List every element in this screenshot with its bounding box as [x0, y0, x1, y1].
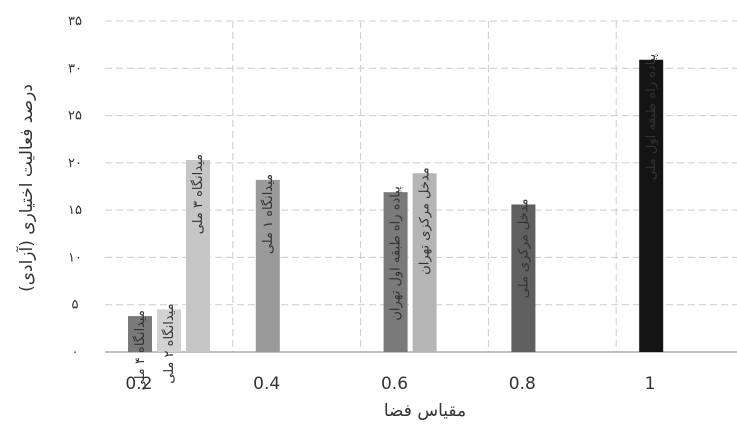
y-tick-label: ۰ — [72, 345, 79, 360]
y-tick-label: ۳۵ — [68, 14, 82, 29]
bar — [639, 59, 664, 352]
bar-label: میدانگاه ۲ ملی — [161, 303, 177, 383]
y-tick-label: ۳۰ — [68, 61, 82, 76]
bar — [255, 179, 280, 352]
y-tick-label: ۱۰ — [68, 250, 82, 265]
x-axis-title: مقیاس فضا — [384, 401, 466, 421]
x-tick-label: 0.4 — [253, 374, 280, 394]
bar-label: پیاده راه طبقه اول ملی — [644, 53, 659, 180]
y-tick-label: ۲۰ — [68, 156, 82, 171]
y-tick-label: ۱۵ — [68, 203, 82, 218]
x-tick-label: 0.2 — [125, 374, 152, 394]
bar-label: میدانگاه ۳ ملی — [190, 154, 206, 234]
bar — [412, 173, 437, 352]
bar-label: پیاده راه طبقه اول تهران — [389, 186, 404, 321]
bar — [128, 316, 152, 352]
bar-labels: میدانگاه ۴ ملی میدانگاه ۲ ملی میدانگاه ۳ م… — [132, 53, 659, 390]
bar — [157, 309, 181, 352]
y-axis-ticks: ۰ ۵ ۱۰ ۱۵ ۲۰ ۲۵ ۳۰ ۳۵ — [68, 14, 82, 360]
bar — [383, 192, 408, 352]
x-tick-label: 0.8 — [509, 374, 536, 394]
y-tick-label: ۲۵ — [68, 109, 82, 124]
bar-label: مدخل مرکزی تهران — [418, 167, 433, 275]
x-axis-ticks: 0.2 0.4 0.6 0.8 1 — [125, 374, 655, 394]
y-axis-title: درصد فعالیت اختیاری (آزادی) — [15, 84, 37, 292]
bar — [511, 204, 536, 352]
gridlines — [105, 20, 737, 353]
bars — [128, 59, 664, 352]
x-tick-label: 1 — [645, 374, 656, 394]
bar-label: مدخل مرکزی ملی — [516, 198, 531, 298]
bar-label: میدانگاه ۴ ملی — [132, 310, 148, 390]
bar — [186, 160, 210, 352]
x-tick-label: 0.6 — [381, 374, 408, 394]
bar-label: میدانگاه ۱ ملی — [260, 174, 276, 254]
y-tick-label: ۵ — [72, 298, 79, 313]
